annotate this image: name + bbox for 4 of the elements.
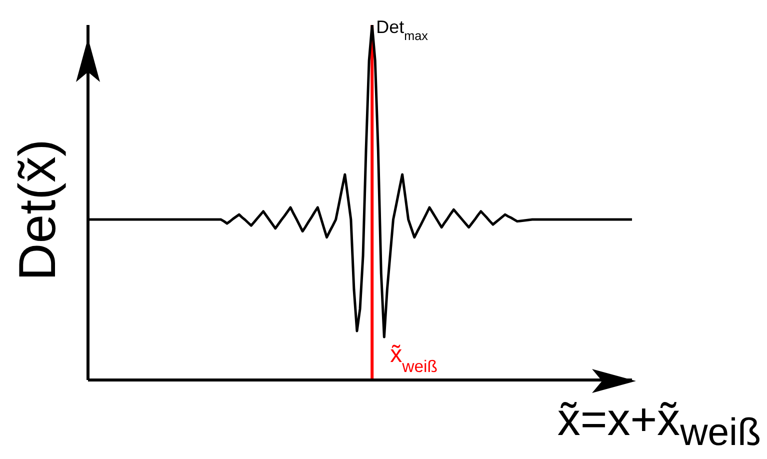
x-axis-title: x̃=x+x̃$_{weiß}$ <box>557 392 761 456</box>
y-axis-title: Det(x̃) <box>8 139 68 281</box>
annotation: Det$_{max}$ <box>376 17 429 43</box>
annotation: x̃$_{weiß}$ <box>390 341 438 376</box>
